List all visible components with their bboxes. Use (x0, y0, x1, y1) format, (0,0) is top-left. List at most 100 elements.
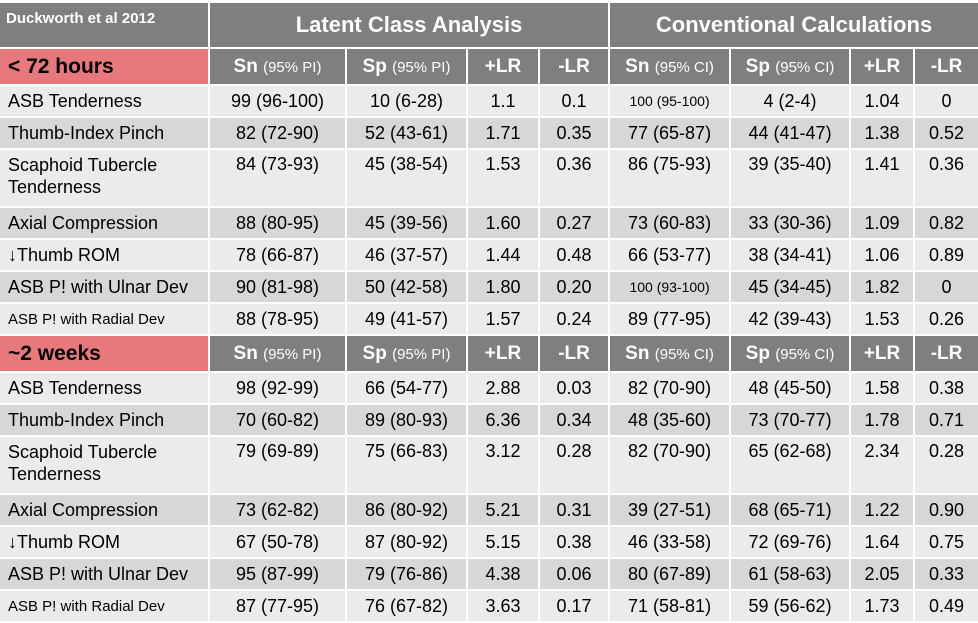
cell-sp: 4 (2-4) (731, 86, 852, 118)
cell-sp: 68 (65-71) (731, 495, 852, 527)
cell-minus-lr: 0.82 (915, 208, 978, 240)
cell-plus-lr: 1.09 (851, 208, 916, 240)
row-label: ASB P! with Ulnar Dev (0, 559, 210, 591)
row-label: ↓Thumb ROM (0, 527, 210, 559)
section-label: ~2 weeks (0, 336, 210, 373)
cell-sp: 87 (80-92) (347, 527, 468, 559)
cell-sp: 48 (45-50) (731, 373, 852, 405)
cell-sn: 48 (35-60) (610, 405, 732, 437)
cell-plus-lr: 1.60 (468, 208, 540, 240)
cell-sp: 50 (42-58) (347, 272, 468, 304)
col-header-minus-lr: -LR (540, 49, 611, 86)
col-header-interval: (95% PI) (263, 345, 322, 363)
col-header-label: Sp (745, 342, 770, 364)
table-row: ASB Tenderness 99 (96-100) 10 (6-28) 1.1 0.1… (0, 86, 978, 118)
cell-minus-lr: 0.28 (540, 437, 611, 495)
cell-sp: 72 (69-76) (731, 527, 852, 559)
row-label: Scaphoid Tubercle Tenderness (0, 150, 210, 208)
row-label: ↓Thumb ROM (0, 240, 210, 272)
cell-sn: 90 (81-98) (210, 272, 347, 304)
col-header-label: Sp (745, 55, 770, 77)
source-title: Duckworth et al 2012 (0, 3, 210, 49)
row-label: ASB P! with Radial Dev (0, 591, 210, 623)
cell-sp: 45 (38-54) (347, 150, 468, 208)
cell-plus-lr: 1.41 (851, 150, 916, 208)
cell-plus-lr: 1.04 (851, 86, 916, 118)
cell-sn: 100 (93-100) (610, 272, 732, 304)
table-row: ↓Thumb ROM 78 (66-87) 46 (37-57) 1.44 0.48 66… (0, 240, 978, 272)
cell-plus-lr: 1.06 (851, 240, 916, 272)
cell-minus-lr: 0.36 (540, 150, 611, 208)
table-row: Axial Compression 88 (80-95) 45 (39-56) 1.6… (0, 208, 978, 240)
cell-plus-lr: 1.53 (851, 304, 916, 336)
cell-sp: 10 (6-28) (347, 86, 468, 118)
col-header-sp: Sp (95% CI) (731, 336, 852, 373)
row-label: Scaphoid Tubercle Tenderness (0, 437, 210, 495)
cell-plus-lr: 2.88 (468, 373, 540, 405)
cell-plus-lr: 1.71 (468, 118, 540, 150)
col-header-label: Sn (233, 342, 258, 364)
col-header-sn: Sn (95% PI) (210, 336, 347, 373)
col-header-interval: (95% CI) (775, 58, 835, 76)
cell-sn: 98 (92-99) (210, 373, 347, 405)
col-header-label: +LR (484, 55, 522, 77)
col-header-label: +LR (484, 342, 522, 364)
cell-sp: 44 (41-47) (731, 118, 852, 150)
cell-sn: 100 (95-100) (610, 86, 732, 118)
cell-plus-lr: 5.21 (468, 495, 540, 527)
col-header-label: +LR (863, 55, 901, 77)
cell-minus-lr: 0.35 (540, 118, 611, 150)
cell-minus-lr: 0.90 (915, 495, 978, 527)
cell-minus-lr: 0 (915, 86, 978, 118)
cell-sp: 76 (67-82) (347, 591, 468, 623)
cell-sp: 49 (41-57) (347, 304, 468, 336)
cell-plus-lr: 3.12 (468, 437, 540, 495)
col-header-label: Sp (362, 342, 387, 364)
cell-sp: 33 (30-36) (731, 208, 852, 240)
cell-sn: 82 (72-90) (210, 118, 347, 150)
col-header-interval: (95% PI) (263, 58, 322, 76)
cell-minus-lr: 0.31 (540, 495, 611, 527)
col-header-label: Sn (625, 342, 650, 364)
table-row: Scaphoid Tubercle Tenderness 79 (69-89) 75… (0, 437, 978, 495)
col-header-interval: (95% CI) (654, 58, 714, 76)
cell-sn: 67 (50-78) (210, 527, 347, 559)
cell-plus-lr: 1.53 (468, 150, 540, 208)
cell-sp: 75 (66-83) (347, 437, 468, 495)
cell-minus-lr: 0.38 (540, 527, 611, 559)
row-label: Axial Compression (0, 495, 210, 527)
cell-plus-lr: 1.73 (851, 591, 916, 623)
cell-sn: 87 (77-95) (210, 591, 347, 623)
col-header-label: -LR (558, 55, 590, 77)
cell-sn: 78 (66-87) (210, 240, 347, 272)
table-row: Axial Compression 73 (62-82) 86 (80-92) 5.2… (0, 495, 978, 527)
col-header-sn: Sn (95% CI) (610, 336, 732, 373)
row-label: ASB P! with Ulnar Dev (0, 272, 210, 304)
cell-minus-lr: 0.1 (540, 86, 611, 118)
cell-minus-lr: 0.17 (540, 591, 611, 623)
col-header-sn: Sn (95% PI) (210, 49, 347, 86)
cell-sp: 61 (58-63) (731, 559, 852, 591)
col-header-interval: (95% CI) (654, 345, 714, 363)
cell-plus-lr: 6.36 (468, 405, 540, 437)
cell-plus-lr: 1.78 (851, 405, 916, 437)
cell-plus-lr: 4.38 (468, 559, 540, 591)
cell-sp: 46 (37-57) (347, 240, 468, 272)
cell-plus-lr: 3.63 (468, 591, 540, 623)
group-lca: Latent Class Analysis (210, 3, 611, 49)
cell-plus-lr: 1.58 (851, 373, 916, 405)
col-header-minus-lr: -LR (915, 336, 978, 373)
col-header-sp: Sp (95% PI) (347, 336, 468, 373)
cell-sn: 99 (96-100) (210, 86, 347, 118)
cell-sp: 45 (39-56) (347, 208, 468, 240)
col-header-plus-lr: +LR (851, 49, 916, 86)
cell-sn: 88 (80-95) (210, 208, 347, 240)
col-header-label: Sp (362, 55, 387, 77)
col-header-plus-lr: +LR (468, 336, 540, 373)
table-row: ASB P! with Ulnar Dev 90 (81-98) 50 (42-58… (0, 272, 978, 304)
cell-minus-lr: 0.36 (915, 150, 978, 208)
cell-plus-lr: 1.1 (468, 86, 540, 118)
cell-sn: 46 (33-58) (610, 527, 732, 559)
col-header-label: Sn (625, 55, 650, 77)
cell-sn: 82 (70-90) (610, 437, 732, 495)
